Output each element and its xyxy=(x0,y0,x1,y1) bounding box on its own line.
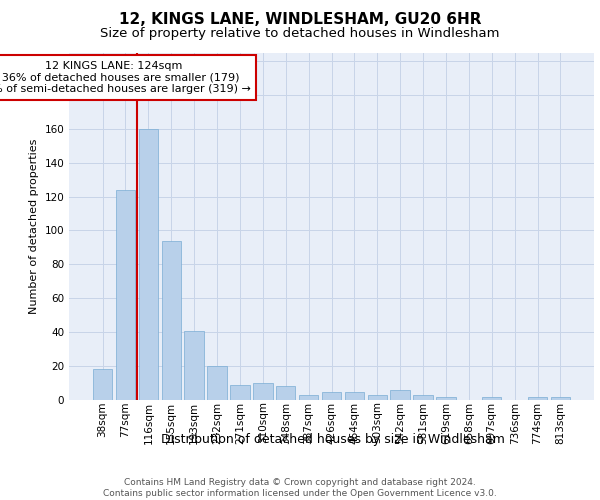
Bar xyxy=(276,386,295,400)
Text: Distribution of detached houses by size in Windlesham: Distribution of detached houses by size … xyxy=(161,432,505,446)
Bar xyxy=(482,396,502,400)
Bar xyxy=(139,129,158,400)
Bar xyxy=(368,395,387,400)
Bar xyxy=(253,383,272,400)
Text: Size of property relative to detached houses in Windlesham: Size of property relative to detached ho… xyxy=(100,28,500,40)
Bar xyxy=(116,190,135,400)
Bar xyxy=(344,392,364,400)
Bar xyxy=(161,240,181,400)
Bar xyxy=(299,395,319,400)
Bar xyxy=(551,396,570,400)
Bar xyxy=(528,396,547,400)
Text: 12, KINGS LANE, WINDLESHAM, GU20 6HR: 12, KINGS LANE, WINDLESHAM, GU20 6HR xyxy=(119,12,481,28)
Text: 12 KINGS LANE: 124sqm
← 36% of detached houses are smaller (179)
64% of semi-det: 12 KINGS LANE: 124sqm ← 36% of detached … xyxy=(0,61,250,94)
Bar xyxy=(436,396,455,400)
Y-axis label: Number of detached properties: Number of detached properties xyxy=(29,138,39,314)
Bar xyxy=(230,384,250,400)
Bar xyxy=(208,366,227,400)
Bar xyxy=(322,392,341,400)
Bar xyxy=(93,370,112,400)
Bar xyxy=(391,390,410,400)
Bar xyxy=(413,395,433,400)
Text: Contains HM Land Registry data © Crown copyright and database right 2024.
Contai: Contains HM Land Registry data © Crown c… xyxy=(103,478,497,498)
Bar xyxy=(184,330,204,400)
